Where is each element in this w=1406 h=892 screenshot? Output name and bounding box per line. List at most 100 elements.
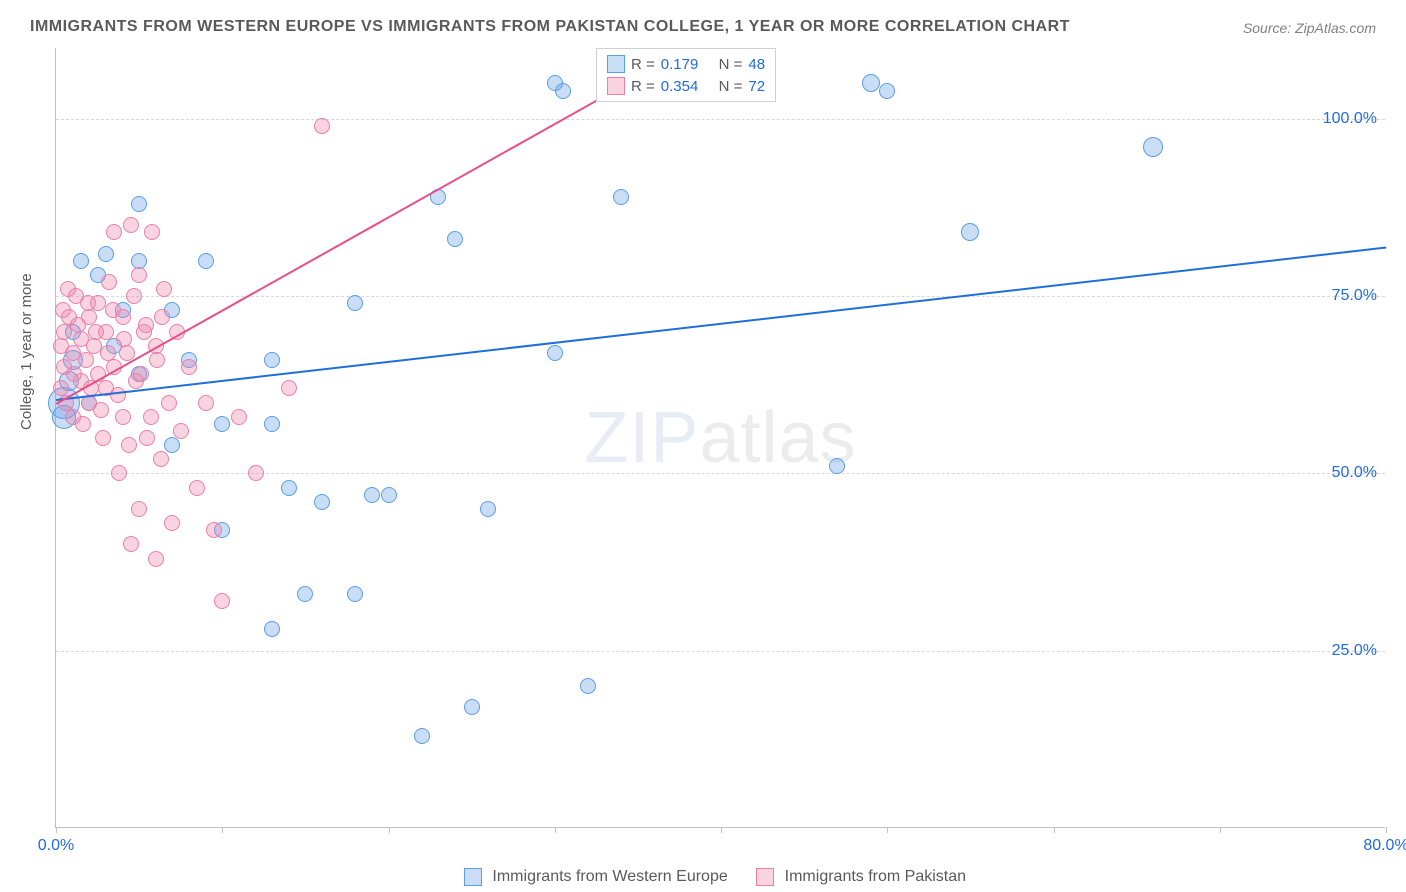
- x-tick-mark: [555, 827, 556, 833]
- data-point: [123, 536, 139, 552]
- watermark-zip: ZIP: [584, 398, 699, 478]
- correlation-legend: R = 0.179 N = 48 R = 0.354 N = 72: [596, 48, 776, 102]
- data-point: [66, 366, 82, 382]
- y-tick-label: 25.0%: [1332, 642, 1377, 660]
- data-point: [879, 83, 895, 99]
- x-tick-mark: [887, 827, 888, 833]
- r-value-0: 0.179: [661, 56, 699, 73]
- data-point: [105, 302, 121, 318]
- chart-title: IMMIGRANTS FROM WESTERN EUROPE VS IMMIGR…: [30, 18, 1070, 36]
- data-point: [189, 480, 205, 496]
- data-point: [347, 295, 363, 311]
- y-tick-label: 50.0%: [1332, 464, 1377, 482]
- r-label: R =: [631, 56, 655, 73]
- data-point: [73, 253, 89, 269]
- data-point: [206, 522, 222, 538]
- y-tick-label: 100.0%: [1323, 110, 1377, 128]
- data-point: [131, 196, 147, 212]
- data-point: [314, 494, 330, 510]
- data-point: [156, 281, 172, 297]
- data-point: [314, 118, 330, 134]
- data-point: [264, 621, 280, 637]
- data-point: [381, 487, 397, 503]
- x-tick-mark: [721, 827, 722, 833]
- x-tick-mark: [1220, 827, 1221, 833]
- x-tick-mark: [222, 827, 223, 833]
- data-point: [264, 416, 280, 432]
- data-point: [106, 224, 122, 240]
- data-point: [101, 274, 117, 290]
- data-point: [93, 402, 109, 418]
- data-point: [447, 231, 463, 247]
- data-point: [123, 217, 139, 233]
- data-point: [464, 699, 480, 715]
- legend-label-1: Immigrants from Pakistan: [785, 868, 966, 885]
- data-point: [80, 295, 96, 311]
- x-tick-mark: [389, 827, 390, 833]
- legend-swatch-bottom-0: [464, 868, 482, 886]
- chart-plot-area: ZIPatlas R = 0.179 N = 48 R = 0.354 N = …: [55, 48, 1385, 828]
- legend-row-series-1: R = 0.354 N = 72: [607, 75, 765, 97]
- data-point: [55, 302, 71, 318]
- data-point: [198, 395, 214, 411]
- series-legend: Immigrants from Western Europe Immigrant…: [0, 868, 1406, 886]
- source-attribution: Source: ZipAtlas.com: [1243, 20, 1376, 36]
- data-point: [144, 224, 160, 240]
- data-point: [121, 437, 137, 453]
- legend-label-0: Immigrants from Western Europe: [492, 868, 727, 885]
- data-point: [164, 437, 180, 453]
- legend-swatch-0: [607, 55, 625, 73]
- legend-swatch-1: [607, 77, 625, 95]
- data-point: [555, 83, 571, 99]
- data-point: [143, 409, 159, 425]
- data-point: [281, 480, 297, 496]
- data-point: [70, 317, 86, 333]
- data-point: [98, 246, 114, 262]
- data-point: [613, 189, 629, 205]
- data-point: [60, 281, 76, 297]
- data-point: [149, 352, 165, 368]
- data-point: [364, 487, 380, 503]
- data-point: [111, 465, 127, 481]
- n-value-1: 72: [748, 78, 765, 95]
- gridline: [56, 651, 1385, 652]
- data-point: [414, 728, 430, 744]
- data-point: [248, 465, 264, 481]
- data-point: [480, 501, 496, 517]
- data-point: [78, 352, 94, 368]
- data-point: [161, 395, 177, 411]
- data-point: [138, 317, 154, 333]
- x-tick-label: 0.0%: [38, 837, 74, 855]
- x-tick-mark: [1054, 827, 1055, 833]
- data-point: [116, 331, 132, 347]
- data-point: [961, 223, 979, 241]
- watermark: ZIPatlas: [584, 397, 856, 479]
- y-axis-label: College, 1 year or more: [18, 273, 35, 430]
- n-label: N =: [719, 56, 743, 73]
- data-point: [133, 366, 149, 382]
- n-label: N =: [719, 78, 743, 95]
- data-point: [214, 593, 230, 609]
- data-point: [100, 345, 116, 361]
- gridline: [56, 296, 1385, 297]
- data-point: [154, 309, 170, 325]
- data-point: [181, 359, 197, 375]
- data-point: [347, 586, 363, 602]
- data-point: [214, 416, 230, 432]
- data-point: [75, 416, 91, 432]
- gridline: [56, 119, 1385, 120]
- data-point: [126, 288, 142, 304]
- data-point: [264, 352, 280, 368]
- x-tick-label: 80.0%: [1363, 837, 1406, 855]
- data-point: [862, 74, 880, 92]
- n-value-0: 48: [748, 56, 765, 73]
- data-point: [547, 345, 563, 361]
- data-point: [281, 380, 297, 396]
- legend-row-series-0: R = 0.179 N = 48: [607, 53, 765, 75]
- trend-line: [56, 247, 1386, 401]
- data-point: [1143, 137, 1163, 157]
- data-point: [148, 551, 164, 567]
- data-point: [173, 423, 189, 439]
- data-point: [153, 451, 169, 467]
- data-point: [198, 253, 214, 269]
